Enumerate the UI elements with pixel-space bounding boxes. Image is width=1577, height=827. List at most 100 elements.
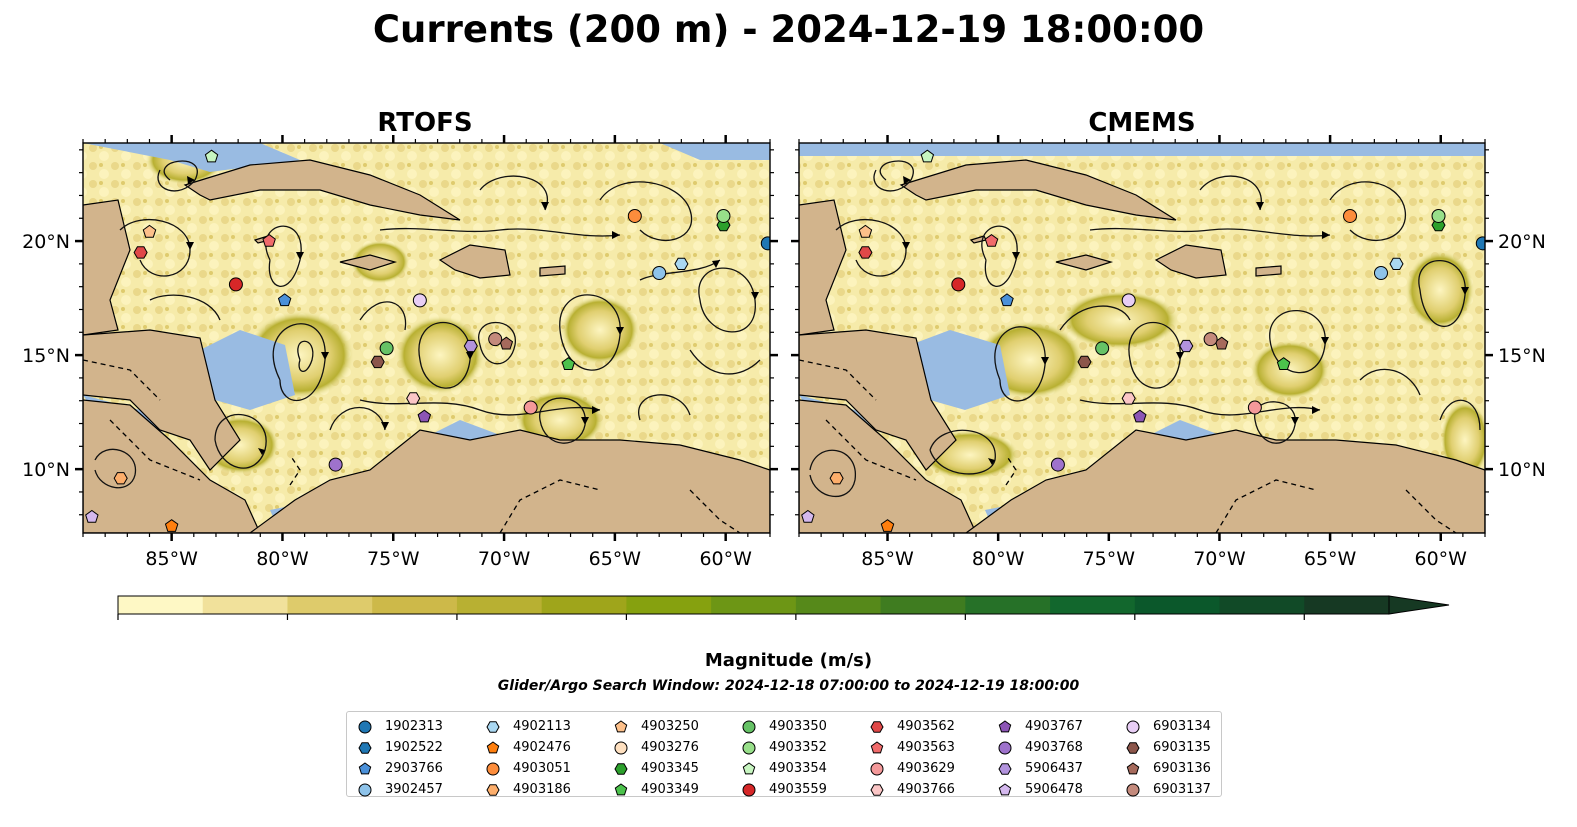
- legend-marker-4903563: [870, 740, 884, 753]
- float-marker-4902476: [164, 519, 179, 532]
- float-marker-4903186: [829, 472, 844, 485]
- circle-marker-icon: [998, 741, 1012, 754]
- colorbar-cell: [541, 596, 627, 614]
- legend-marker-4903766: [870, 783, 884, 796]
- float-marker-4903250: [858, 224, 873, 238]
- pentagon-marker-icon: [614, 719, 628, 732]
- circle-marker-icon: [870, 762, 884, 775]
- float-marker-4903768: [328, 457, 343, 472]
- legend-marker-1902522: [358, 741, 372, 754]
- lon-tick-label: 80°W: [972, 548, 1025, 570]
- legend-label: 5906478: [1025, 782, 1083, 797]
- legend-item: 4903562: [869, 716, 955, 737]
- legend-item: 4903629: [869, 758, 955, 779]
- legend-column: 4903350 4903352 4903354 4903559: [741, 716, 827, 800]
- colorbar-cell: [456, 596, 543, 614]
- float-marker-4903350: [1095, 341, 1110, 356]
- pentagon-marker-icon: [1126, 761, 1140, 774]
- pentagon-marker-icon: [358, 761, 372, 774]
- float-marker-4903768: [1050, 457, 1065, 472]
- axis-ticks-cmems: 85°W 80°W 75°W 70°W 65°W 60°W 20°N 15°N 10°N: [791, 135, 1546, 570]
- legend-column: 1902313 1902522 2903766 3902457: [357, 716, 443, 800]
- map-panel-rtofs: 85°W 80°W 75°W 70°W 65°W 60°W 20°N 15°N 10°N: [22, 135, 778, 570]
- lat-tick-label: 20°N: [1498, 231, 1546, 253]
- circle-marker-icon: [614, 741, 628, 754]
- colorbar-cell: [202, 596, 289, 614]
- legend-marker-6903135: [1126, 741, 1140, 754]
- float-marker-5906437: [1179, 339, 1194, 353]
- float-marker-4903186: [113, 472, 128, 485]
- float-marker-2903766: [1000, 293, 1014, 307]
- float-marker-4902476: [880, 519, 895, 532]
- colorbar-cell: [1304, 596, 1390, 614]
- legend-column: 4902113 4902476 4903051 4903186: [485, 716, 571, 800]
- legend-label: 3902457: [385, 782, 443, 797]
- legend-marker-4902113: [486, 720, 500, 733]
- pentagon-marker-icon: [614, 782, 628, 795]
- legend-item: 4903345: [613, 758, 699, 779]
- colorbar-cells: [118, 596, 1390, 614]
- legend-label: 4903768: [1025, 740, 1083, 755]
- legend-label: 4903349: [641, 782, 699, 797]
- legend-item: 4903250: [613, 716, 699, 737]
- country-borders: [799, 359, 1457, 533]
- legend-item: 4903563: [869, 737, 955, 758]
- lat-tick-label: 20°N: [22, 231, 70, 253]
- legend-item: 4903768: [997, 737, 1083, 758]
- hexagon-marker-icon: [358, 741, 372, 754]
- pentagon-marker-icon: [998, 719, 1012, 732]
- figure-title: Currents (200 m) - 2024-12-19 18:00:00: [372, 8, 1205, 51]
- legend-item: 4902113: [485, 716, 571, 737]
- legend-item: 1902522: [357, 737, 443, 758]
- circle-marker-icon: [1126, 783, 1140, 796]
- lon-tick-label: 60°W: [699, 548, 752, 570]
- legend-marker-4903051: [486, 762, 500, 775]
- lat-tick-label: 10°N: [1498, 459, 1546, 481]
- legend-item: 4903051: [485, 758, 571, 779]
- legend-marker-4902476: [486, 740, 500, 753]
- float-markers-cmems: [801, 149, 1485, 532]
- float-marker-4903559: [228, 277, 243, 292]
- legend-item: 4903349: [613, 779, 699, 800]
- legend-column: 4903250 4903276 4903345 4903349: [613, 716, 699, 800]
- colorbar-cell: [287, 596, 373, 614]
- colorbar-frame: [117, 595, 1390, 615]
- float-marker-6903134: [412, 293, 427, 308]
- circle-marker-icon: [1126, 720, 1140, 733]
- legend-marker-4903250: [614, 719, 628, 732]
- float-marker-4903562: [133, 246, 148, 259]
- float-marker-4903766: [406, 392, 421, 405]
- legend-marker-4903559: [742, 783, 756, 796]
- legend-item: 4903350: [741, 716, 827, 737]
- legend-label: 1902522: [385, 740, 443, 755]
- hexagon-marker-icon: [614, 762, 628, 775]
- colorbar-cell: [1134, 596, 1221, 614]
- lat-tick-label: 15°N: [22, 345, 70, 367]
- legend-label: 4903186: [513, 782, 571, 797]
- float-marker-4902113: [1389, 257, 1404, 270]
- legend-item: 5906478: [997, 779, 1083, 800]
- legend-item: 6903135: [1125, 737, 1211, 758]
- legend-label: 4903345: [641, 761, 699, 776]
- colorbar-cell: [795, 596, 882, 614]
- hexagon-marker-icon: [870, 783, 884, 796]
- colorbar-cell: [965, 596, 1051, 614]
- streamline-arrows: [902, 176, 1469, 465]
- float-marker-4903562: [858, 246, 873, 259]
- land-masses: [83, 159, 770, 533]
- legend-item: 4903767: [997, 716, 1083, 737]
- legend-marker-6903136: [1126, 761, 1140, 774]
- float-marker-4903563: [262, 233, 276, 247]
- legend-marker-4903768: [998, 741, 1012, 754]
- colorbar-cell: [626, 596, 712, 614]
- colorbar-extend-arrow: [1388, 595, 1450, 615]
- legend-label: 1902313: [385, 719, 443, 734]
- legend-marker-5906478: [998, 782, 1012, 795]
- land-masses: [799, 159, 1485, 533]
- legend-label: 4903562: [897, 719, 955, 734]
- legend-marker-4903276: [614, 741, 628, 754]
- circle-marker-icon: [742, 783, 756, 796]
- legend-label: 4903563: [897, 740, 955, 755]
- float-markers-rtofs: [85, 149, 770, 532]
- legend-label: 6903135: [1153, 740, 1211, 755]
